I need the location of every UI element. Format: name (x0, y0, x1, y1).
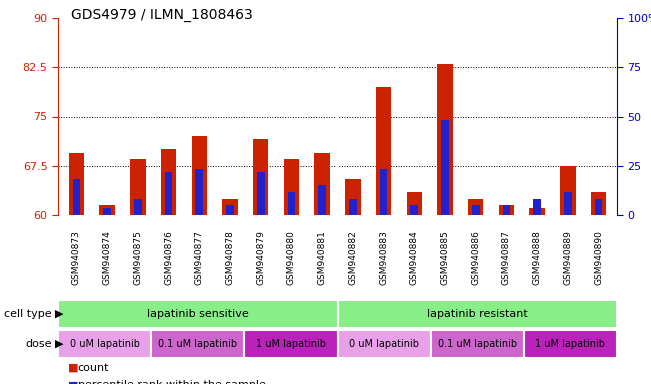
Bar (284, 159, 299, 215)
Bar (376, 87, 391, 215)
Bar (100, 205, 115, 215)
Bar (533, 199, 541, 215)
Bar (161, 149, 176, 215)
Text: ■: ■ (68, 363, 78, 373)
Text: GSM940885: GSM940885 (441, 230, 449, 285)
Text: GSM940882: GSM940882 (348, 230, 357, 285)
Bar (244, 330, 337, 358)
Text: GSM940881: GSM940881 (318, 230, 327, 285)
Bar (560, 166, 575, 215)
Text: GSM940887: GSM940887 (502, 230, 511, 285)
Bar (380, 169, 387, 215)
Bar (288, 192, 296, 215)
Text: GSM940890: GSM940890 (594, 230, 603, 285)
Bar (337, 330, 431, 358)
Bar (345, 179, 361, 215)
Bar (69, 152, 84, 215)
Bar (410, 205, 418, 215)
Bar (226, 205, 234, 215)
Bar (468, 199, 484, 215)
Bar (130, 159, 146, 215)
Bar (134, 199, 142, 215)
Bar (529, 209, 545, 215)
Bar (503, 205, 510, 215)
Text: 0 uM lapatinib: 0 uM lapatinib (70, 339, 139, 349)
Text: percentile rank within the sample: percentile rank within the sample (77, 380, 266, 384)
Bar (318, 185, 326, 215)
Bar (337, 300, 617, 328)
Text: ▶: ▶ (55, 339, 63, 349)
Text: GSM940886: GSM940886 (471, 230, 480, 285)
Text: GSM940880: GSM940880 (287, 230, 296, 285)
Text: 1 uM lapatinib: 1 uM lapatinib (535, 339, 605, 349)
Text: GSM940878: GSM940878 (225, 230, 234, 285)
Bar (437, 64, 452, 215)
Text: GSM940875: GSM940875 (133, 230, 143, 285)
Text: GSM940884: GSM940884 (409, 230, 419, 285)
Bar (472, 205, 480, 215)
Bar (73, 179, 80, 215)
Bar (314, 152, 330, 215)
Text: GSM940883: GSM940883 (379, 230, 388, 285)
Text: 1 uM lapatinib: 1 uM lapatinib (256, 339, 326, 349)
Bar (165, 172, 173, 215)
Text: cell type: cell type (4, 309, 51, 319)
Bar (564, 192, 572, 215)
Bar (104, 209, 111, 215)
Text: GSM940876: GSM940876 (164, 230, 173, 285)
Text: dose: dose (25, 339, 51, 349)
Bar (151, 330, 244, 358)
Bar (591, 192, 606, 215)
Text: ■: ■ (68, 380, 78, 384)
Bar (223, 199, 238, 215)
Text: count: count (77, 363, 109, 373)
Bar (58, 300, 337, 328)
Bar (349, 199, 357, 215)
Text: GSM940877: GSM940877 (195, 230, 204, 285)
Bar (524, 330, 617, 358)
Text: lapatinib sensitive: lapatinib sensitive (147, 309, 249, 319)
Text: 0.1 uM lapatinib: 0.1 uM lapatinib (437, 339, 517, 349)
Text: 0 uM lapatinib: 0 uM lapatinib (349, 339, 419, 349)
Text: GSM940873: GSM940873 (72, 230, 81, 285)
Text: 0.1 uM lapatinib: 0.1 uM lapatinib (158, 339, 238, 349)
Text: GSM940889: GSM940889 (563, 230, 572, 285)
Text: GSM940874: GSM940874 (103, 230, 111, 285)
Bar (407, 192, 422, 215)
Text: GDS4979 / ILMN_1808463: GDS4979 / ILMN_1808463 (71, 8, 253, 22)
Text: GSM940888: GSM940888 (533, 230, 542, 285)
Bar (257, 172, 264, 215)
Bar (58, 330, 151, 358)
Bar (431, 330, 524, 358)
Text: ▶: ▶ (55, 309, 63, 319)
Text: lapatinib resistant: lapatinib resistant (427, 309, 527, 319)
Bar (191, 136, 207, 215)
Bar (441, 120, 449, 215)
Bar (253, 139, 268, 215)
Bar (499, 205, 514, 215)
Text: GSM940879: GSM940879 (256, 230, 265, 285)
Bar (595, 199, 602, 215)
Bar (195, 169, 203, 215)
